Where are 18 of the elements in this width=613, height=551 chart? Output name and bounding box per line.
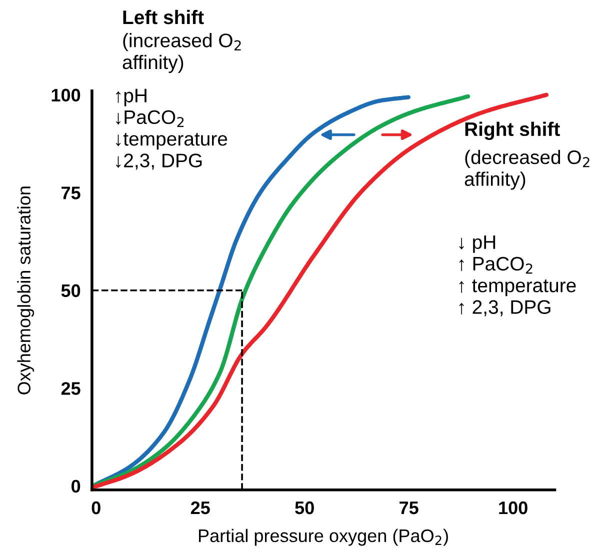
text: (increased O$_{2}$ affinity) — [122, 33, 241, 73]
y-axis-title: Oxyhemoglobin saturation — [17, 186, 34, 394]
text: Left shift — [123, 10, 204, 24]
x-tick-label: 75 — [400, 502, 418, 514]
annotation: ↑pH ↓PaCO$_{2}$ ↓temperature ↓2,3, DPG — [116, 88, 228, 170]
x-tick-label: 25 — [190, 501, 210, 514]
text: (decreased O$_{2}$ affinity) — [464, 150, 590, 190]
x-tick-label: 0 — [92, 501, 100, 514]
y-tick-label: 50 — [61, 284, 80, 298]
y-tick-label: 75 — [62, 186, 80, 200]
y-tick-label: 0 — [72, 480, 80, 493]
annotation: ↓ pH ↑ PaCO$_{2}$ ↑ temperature ↑ 2,3, DPG — [459, 235, 576, 316]
y-tick-label: 25 — [61, 382, 80, 395]
annotation: Right shift — [465, 122, 560, 140]
y-tick-label: 100 — [52, 88, 80, 102]
x-tick-label: 100 — [499, 501, 528, 514]
x-tick-label: 50 — [295, 501, 314, 514]
x-axis-title: Partial pressure oxygen (PaO$_{2}$) — [198, 528, 448, 546]
